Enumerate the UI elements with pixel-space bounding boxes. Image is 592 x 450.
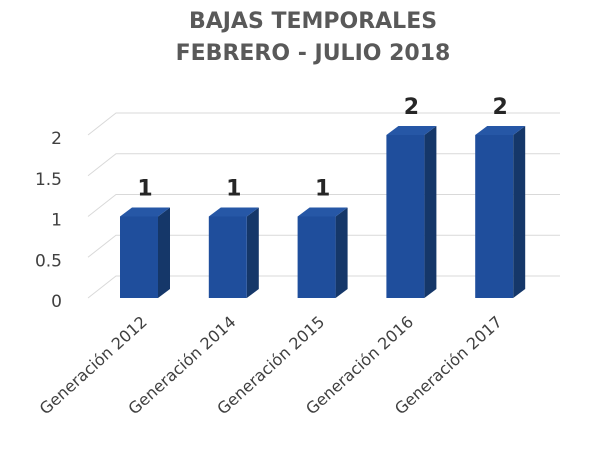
bar [386, 126, 437, 298]
bar-front [386, 135, 425, 298]
bar-front [120, 216, 158, 298]
bar-front [297, 216, 336, 298]
bar-side [335, 207, 348, 298]
bar-top [208, 207, 259, 217]
bar-top [386, 126, 437, 135]
bar-top [120, 207, 170, 217]
bar-side [246, 207, 259, 298]
bar [475, 126, 526, 298]
y-tick-label: 1 [51, 211, 62, 231]
y-tick-label: 2 [51, 129, 62, 149]
bar [297, 207, 348, 298]
bar-front [208, 216, 247, 298]
bar [208, 207, 259, 298]
chart-title: FEBRERO - JULIO 2018 [176, 41, 451, 66]
data-label: 1 [315, 177, 330, 202]
data-label: 1 [137, 177, 152, 202]
y-tick-label: 0.5 [35, 251, 62, 271]
data-label: 1 [226, 177, 241, 202]
bar-top [297, 207, 348, 217]
bar-top [475, 126, 526, 135]
y-tick-label: 0 [51, 292, 62, 312]
chart-title: BAJAS TEMPORALES [189, 9, 437, 34]
bar-front [475, 135, 514, 298]
bar [120, 207, 170, 298]
data-label: 2 [493, 95, 508, 120]
y-tick-label: 1.5 [35, 170, 62, 190]
bar-side [158, 207, 170, 298]
bar-side [513, 126, 526, 298]
bar-side [424, 126, 437, 298]
data-label: 2 [404, 95, 419, 120]
grid-line [87, 112, 560, 136]
